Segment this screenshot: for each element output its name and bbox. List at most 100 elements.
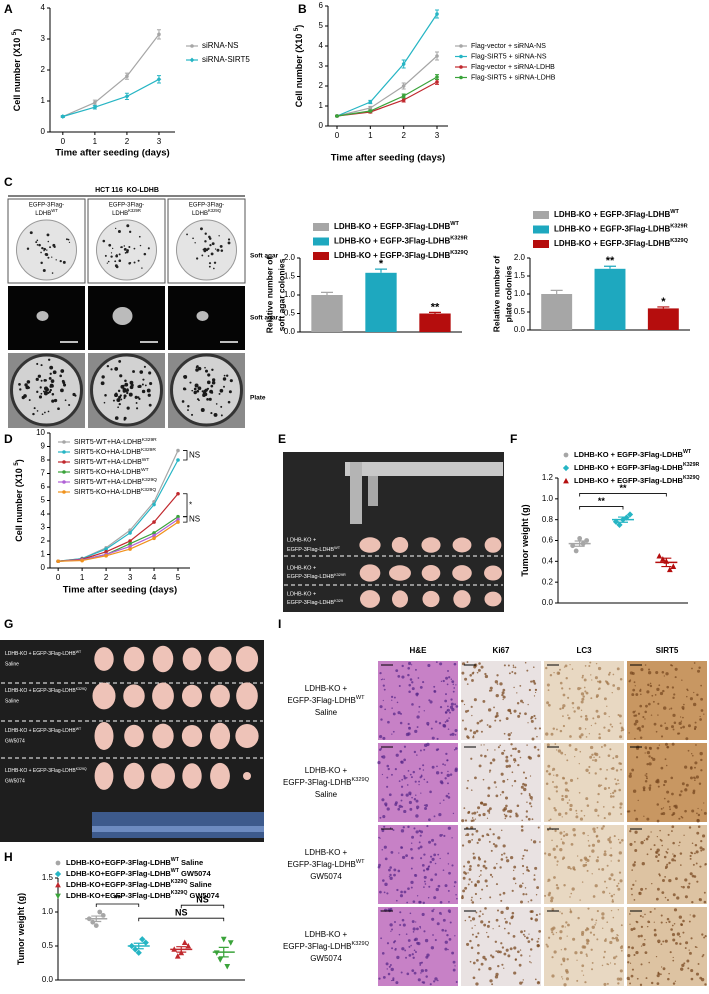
- nucleus: [698, 666, 701, 670]
- nucleus: [687, 749, 690, 752]
- y-axis-label: soft agar colonies: [276, 258, 286, 331]
- nucleus: [489, 686, 493, 690]
- nucleus: [440, 680, 443, 682]
- series-line: [58, 493, 179, 562]
- legend-swatch: [533, 240, 549, 248]
- colony: [210, 384, 214, 388]
- nucleus: [685, 941, 689, 945]
- nucleus: [502, 891, 506, 895]
- nucleus: [551, 956, 554, 959]
- nucleus: [567, 714, 569, 716]
- colony: [24, 383, 28, 387]
- nucleus: [632, 789, 637, 793]
- nucleus: [601, 964, 604, 967]
- nucleus: [636, 977, 639, 980]
- nucleus: [634, 685, 636, 687]
- nucleus: [446, 709, 449, 712]
- bracket: [579, 493, 667, 497]
- nucleus: [688, 949, 690, 951]
- legend-label-part: K329R: [683, 462, 700, 468]
- nucleus: [607, 838, 611, 842]
- nucleus: [514, 672, 517, 675]
- nucleus: [628, 732, 630, 734]
- nucleus: [399, 923, 402, 927]
- nucleus: [645, 777, 648, 780]
- nucleus: [479, 897, 482, 900]
- legend-label-part: LDHB-KO+EGFP-3Flag-LDHB: [66, 880, 171, 889]
- nucleus: [514, 666, 517, 669]
- nucleus: [433, 853, 437, 857]
- nucleus: [635, 880, 637, 882]
- nucleus: [449, 711, 451, 714]
- nucleus: [500, 858, 504, 861]
- y-axis-label: Cell number (X10 5): [11, 29, 22, 112]
- nucleus: [477, 668, 481, 672]
- nucleus: [489, 690, 491, 692]
- nucleus: [561, 794, 564, 798]
- colony: [209, 244, 212, 247]
- nucleus: [442, 763, 445, 766]
- nucleus: [655, 730, 658, 733]
- nucleus: [600, 784, 603, 786]
- nucleus: [666, 746, 669, 749]
- nucleus: [406, 784, 409, 786]
- nucleus: [475, 935, 478, 939]
- row-label-part: LDHB-KO +: [305, 766, 348, 775]
- nucleus: [496, 683, 499, 685]
- row-label: EGFP-3Flag-LDHBK329Q: [283, 941, 370, 951]
- nucleus: [591, 873, 593, 875]
- nucleus: [612, 791, 615, 795]
- nucleus: [561, 858, 564, 861]
- nucleus: [500, 910, 504, 914]
- tumor: [484, 591, 502, 607]
- nucleus: [494, 715, 498, 719]
- legend-label: LDHB-KO + EGFP-3Flag-LDHBK329Q: [334, 250, 469, 260]
- nucleus: [652, 757, 656, 762]
- nucleus: [668, 708, 671, 710]
- colony: [118, 259, 122, 262]
- nucleus: [591, 968, 594, 971]
- nucleus: [678, 732, 681, 735]
- tumor: [359, 590, 381, 608]
- legend-label: SIRT5-WT+HA-LDHBK329Q: [74, 477, 157, 486]
- row-label: Saline: [315, 790, 338, 799]
- nucleus: [690, 776, 693, 780]
- nucleus: [603, 850, 607, 853]
- nucleus: [620, 768, 623, 771]
- nucleus: [502, 688, 506, 692]
- legend-label-part: Flag-SIRT5 + siRNA-LDHB: [471, 74, 556, 81]
- column-header: LC3: [576, 646, 592, 655]
- colony: [117, 389, 121, 393]
- row-label: EGFP-3Flag-LDHBWT: [287, 546, 341, 553]
- colony: [123, 389, 127, 393]
- nucleus: [395, 947, 397, 950]
- nucleus: [648, 755, 651, 758]
- nucleus: [444, 711, 448, 714]
- nucleus: [436, 979, 439, 982]
- y-tick-label: 0.0: [284, 327, 296, 336]
- nucleus: [631, 693, 635, 697]
- colony: [51, 393, 55, 396]
- nucleus: [688, 951, 692, 955]
- nucleus: [565, 977, 570, 981]
- legend-label-part: K329Q: [450, 250, 468, 256]
- colony: [61, 379, 65, 383]
- nucleus: [583, 678, 587, 682]
- annotation: *: [661, 296, 666, 308]
- nucleus: [380, 718, 383, 721]
- colony: [18, 383, 21, 386]
- nucleus: [564, 788, 569, 792]
- nucleus: [635, 950, 639, 955]
- marker: [60, 114, 66, 119]
- legend-label-part: Saline: [179, 858, 203, 867]
- legend-label-part: LDHB-KO + EGFP-3Flag-LDHB: [574, 450, 684, 459]
- nucleus: [472, 852, 475, 855]
- nucleus: [476, 721, 480, 725]
- nucleus: [474, 892, 478, 896]
- nucleus: [564, 753, 566, 756]
- nucleus: [497, 964, 500, 968]
- nucleus: [608, 716, 610, 718]
- nucleus: [410, 944, 412, 947]
- nucleus: [420, 972, 422, 974]
- nucleus: [521, 864, 525, 868]
